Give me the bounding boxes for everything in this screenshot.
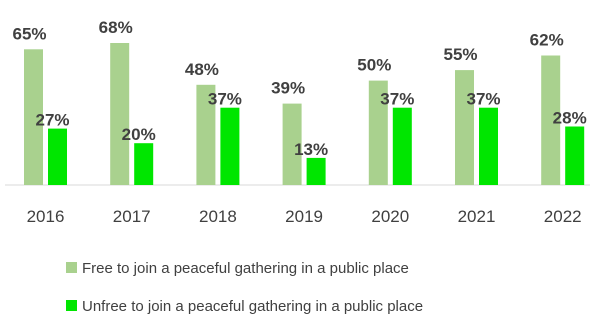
value-label-free-2018: 48% bbox=[185, 60, 219, 79]
value-label-free-2017: 68% bbox=[99, 18, 133, 37]
bar-unfree-2016 bbox=[48, 128, 67, 185]
x-tick-label-2021: 2021 bbox=[458, 207, 496, 226]
legend-label-unfree: Unfree to join a peaceful gathering in a… bbox=[82, 298, 423, 315]
value-label-unfree-2020: 37% bbox=[380, 90, 414, 109]
value-label-unfree-2018: 37% bbox=[208, 90, 242, 109]
bar-unfree-2022 bbox=[565, 126, 585, 185]
value-label-unfree-2017: 20% bbox=[122, 125, 156, 144]
x-tick-label-2018: 2018 bbox=[199, 207, 237, 226]
legend-label-free: Free to join a peaceful gathering in a p… bbox=[82, 260, 409, 277]
bar-free-2019 bbox=[282, 103, 302, 185]
value-label-free-2020: 50% bbox=[357, 56, 391, 75]
bar-unfree-2021 bbox=[479, 107, 498, 185]
legend-swatch-unfree bbox=[66, 300, 77, 311]
legend-item-free: Free to join a peaceful gathering in a p… bbox=[66, 260, 409, 277]
value-label-free-2022: 62% bbox=[530, 31, 564, 50]
value-label-unfree-2021: 37% bbox=[466, 90, 500, 109]
bar-unfree-2020 bbox=[392, 107, 412, 185]
value-label-unfree-2016: 27% bbox=[35, 111, 69, 130]
x-tick-label-2017: 2017 bbox=[113, 207, 151, 226]
value-label-unfree-2022: 28% bbox=[553, 109, 587, 128]
bar-free-2020 bbox=[368, 80, 388, 185]
value-label-unfree-2019: 13% bbox=[294, 140, 328, 159]
x-tick-label-2016: 2016 bbox=[27, 207, 65, 226]
legend: Free to join a peaceful gathering in a p… bbox=[66, 260, 423, 315]
bar-unfree-2017 bbox=[134, 143, 154, 185]
bar-free-2021 bbox=[455, 70, 474, 185]
value-label-free-2019: 39% bbox=[271, 79, 305, 98]
bars-layer bbox=[24, 43, 585, 185]
bar-free-2018 bbox=[196, 84, 216, 185]
bar-free-2016 bbox=[24, 49, 43, 185]
x-tick-labels: 2016 2017 2018 2019 2020 2021 2022 bbox=[27, 207, 582, 226]
bar-unfree-2018 bbox=[220, 107, 240, 185]
bar-free-2017 bbox=[110, 43, 130, 185]
x-tick-label-2020: 2020 bbox=[371, 207, 409, 226]
data-labels-layer: 65% 27% 68% 20% 48% 37% 39% 13% 50% 37% 55% 37% 62% 2… bbox=[12, 18, 586, 159]
value-label-free-2021: 55% bbox=[443, 45, 477, 64]
value-label-free-2016: 65% bbox=[12, 24, 46, 43]
bar-free-2022 bbox=[541, 55, 561, 185]
x-tick-label-2019: 2019 bbox=[285, 207, 323, 226]
x-tick-label-2022: 2022 bbox=[544, 207, 582, 226]
legend-item-unfree: Unfree to join a peaceful gathering in a… bbox=[66, 298, 423, 315]
bar-unfree-2019 bbox=[306, 157, 326, 185]
legend-swatch-free bbox=[66, 262, 77, 273]
